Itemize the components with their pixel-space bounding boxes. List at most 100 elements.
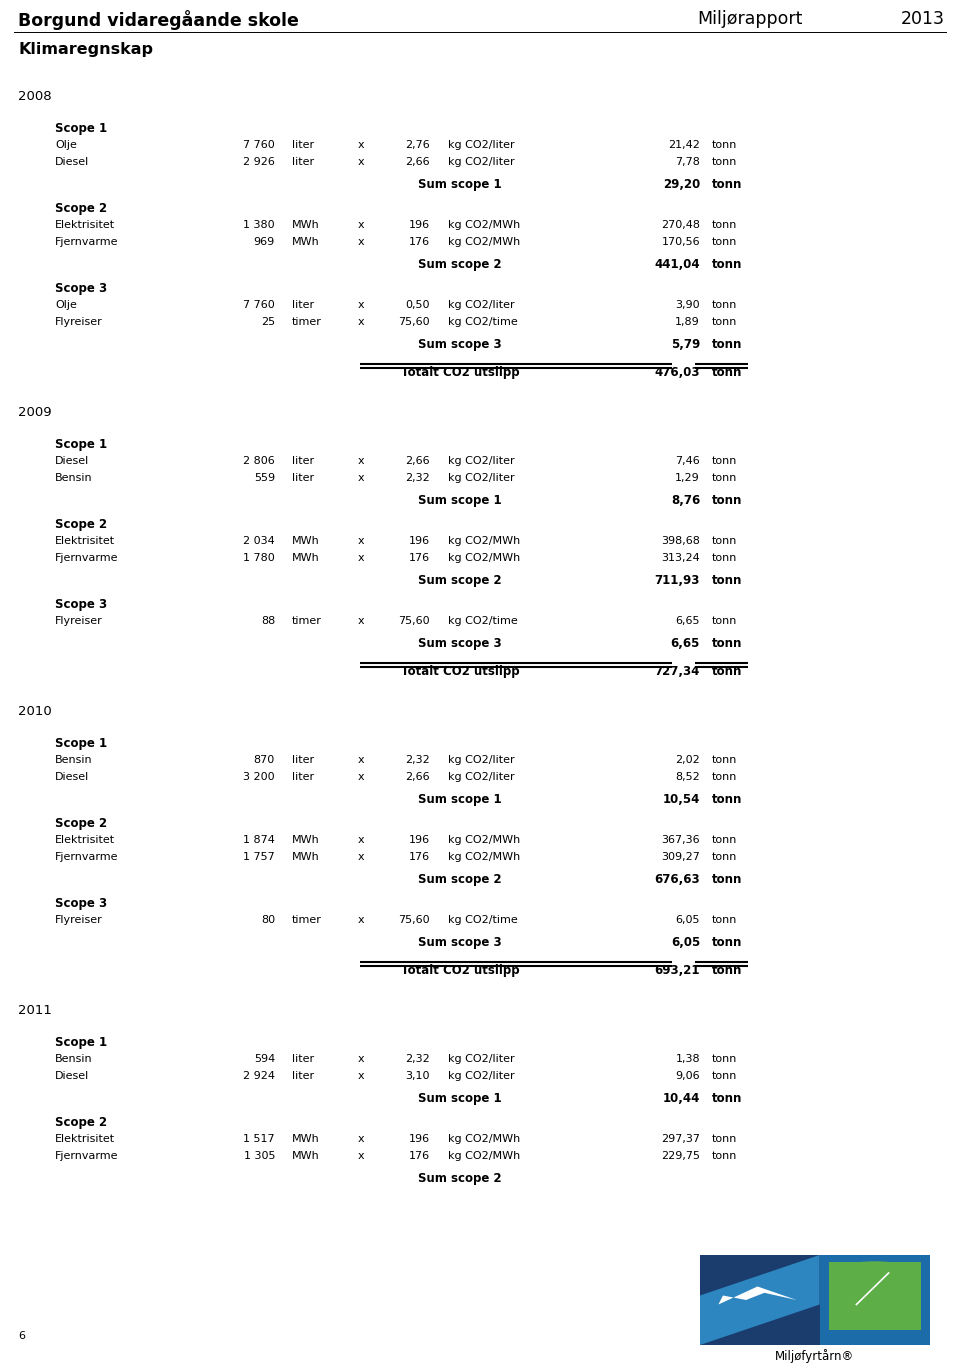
- Text: 1 305: 1 305: [244, 1152, 275, 1161]
- Text: 21,42: 21,42: [668, 140, 700, 149]
- Text: tonn: tonn: [712, 851, 737, 862]
- Text: Diesel: Diesel: [55, 457, 89, 466]
- Text: 2008: 2008: [18, 90, 52, 103]
- Text: liter: liter: [292, 473, 314, 483]
- Text: 170,56: 170,56: [661, 237, 700, 247]
- Text: 2009: 2009: [18, 406, 52, 420]
- Text: x: x: [358, 317, 365, 328]
- Text: timer: timer: [292, 317, 322, 328]
- Text: 2 806: 2 806: [243, 457, 275, 466]
- Text: 6,65: 6,65: [676, 616, 700, 627]
- Text: 3 200: 3 200: [244, 772, 275, 781]
- Text: x: x: [358, 473, 365, 483]
- Text: liter: liter: [292, 158, 314, 167]
- Text: 3,90: 3,90: [676, 300, 700, 310]
- Text: tonn: tonn: [712, 457, 737, 466]
- Text: kg CO2/liter: kg CO2/liter: [448, 772, 515, 781]
- Text: Sum scope 3: Sum scope 3: [419, 638, 502, 650]
- Text: Sum scope 3: Sum scope 3: [419, 339, 502, 351]
- Text: 693,21: 693,21: [655, 964, 700, 978]
- Text: tonn: tonn: [712, 237, 737, 247]
- Text: liter: liter: [292, 755, 314, 765]
- Text: liter: liter: [292, 1054, 314, 1064]
- Text: x: x: [358, 755, 365, 765]
- Text: Scope 1: Scope 1: [55, 738, 108, 750]
- Text: 1,38: 1,38: [676, 1054, 700, 1064]
- Text: 441,04: 441,04: [655, 258, 700, 271]
- Text: 2010: 2010: [18, 705, 52, 718]
- Text: kg CO2/liter: kg CO2/liter: [448, 158, 515, 167]
- Text: x: x: [358, 237, 365, 247]
- Text: x: x: [358, 553, 365, 563]
- Text: 367,36: 367,36: [661, 835, 700, 845]
- Text: 2 926: 2 926: [243, 158, 275, 167]
- Text: Scope 1: Scope 1: [55, 437, 108, 451]
- Bar: [700, 1254, 930, 1345]
- Text: kg CO2/MWh: kg CO2/MWh: [448, 1134, 520, 1143]
- Text: 2013: 2013: [901, 10, 945, 27]
- Text: 6: 6: [18, 1331, 25, 1341]
- Text: tonn: tonn: [712, 178, 742, 191]
- Text: Borgund vidaregåande skole: Borgund vidaregåande skole: [18, 10, 299, 30]
- Text: tonn: tonn: [712, 936, 742, 949]
- Text: 80: 80: [261, 914, 275, 925]
- Text: kg CO2/MWh: kg CO2/MWh: [448, 835, 520, 845]
- Text: 196: 196: [409, 1134, 430, 1143]
- Text: tonn: tonn: [712, 366, 742, 378]
- Text: Scope 1: Scope 1: [55, 122, 108, 134]
- Text: tonn: tonn: [712, 1134, 737, 1143]
- Text: tonn: tonn: [712, 258, 742, 271]
- Text: Elektrisitet: Elektrisitet: [55, 219, 115, 230]
- Text: tonn: tonn: [712, 339, 742, 351]
- Text: x: x: [358, 219, 365, 230]
- Text: 196: 196: [409, 536, 430, 546]
- Text: 2 924: 2 924: [243, 1071, 275, 1080]
- Text: 2,66: 2,66: [405, 457, 430, 466]
- Text: x: x: [358, 140, 365, 149]
- Text: 870: 870: [253, 755, 275, 765]
- Text: Flyreiser: Flyreiser: [55, 616, 103, 627]
- Text: 6,65: 6,65: [671, 638, 700, 650]
- Text: 2,32: 2,32: [405, 473, 430, 483]
- Text: x: x: [358, 1152, 365, 1161]
- Text: tonn: tonn: [712, 1091, 742, 1105]
- Text: 2011: 2011: [18, 1004, 52, 1017]
- Text: kg CO2/liter: kg CO2/liter: [448, 1071, 515, 1080]
- Text: kg CO2/time: kg CO2/time: [448, 616, 517, 627]
- Text: Fjernvarme: Fjernvarme: [55, 553, 118, 563]
- Text: Sum scope 1: Sum scope 1: [419, 178, 502, 191]
- Text: x: x: [358, 536, 365, 546]
- Text: MWh: MWh: [292, 553, 320, 563]
- Text: 75,60: 75,60: [398, 317, 430, 328]
- Text: 3,10: 3,10: [405, 1071, 430, 1080]
- Text: kg CO2/time: kg CO2/time: [448, 317, 517, 328]
- Text: 1,89: 1,89: [675, 317, 700, 328]
- Text: 6,05: 6,05: [671, 936, 700, 949]
- Text: x: x: [358, 914, 365, 925]
- Text: kg CO2/MWh: kg CO2/MWh: [448, 237, 520, 247]
- Text: 2,32: 2,32: [405, 755, 430, 765]
- Text: x: x: [358, 457, 365, 466]
- Text: 711,93: 711,93: [655, 574, 700, 587]
- Text: 29,20: 29,20: [662, 178, 700, 191]
- Text: tonn: tonn: [712, 317, 737, 328]
- Text: 229,75: 229,75: [661, 1152, 700, 1161]
- Text: timer: timer: [292, 616, 322, 627]
- Text: Sum scope 1: Sum scope 1: [419, 792, 502, 806]
- Text: Sum scope 1: Sum scope 1: [419, 1091, 502, 1105]
- Text: 398,68: 398,68: [661, 536, 700, 546]
- Text: tonn: tonn: [712, 665, 742, 679]
- Text: kg CO2/liter: kg CO2/liter: [448, 457, 515, 466]
- Text: Scope 2: Scope 2: [55, 1116, 108, 1128]
- Text: x: x: [358, 851, 365, 862]
- Text: Sum scope 2: Sum scope 2: [419, 574, 502, 587]
- Text: 2,76: 2,76: [405, 140, 430, 149]
- Text: kg CO2/MWh: kg CO2/MWh: [448, 1152, 520, 1161]
- Text: 6,05: 6,05: [676, 914, 700, 925]
- Ellipse shape: [828, 1261, 921, 1289]
- Text: Scope 3: Scope 3: [55, 282, 108, 295]
- Text: Scope 2: Scope 2: [55, 817, 108, 829]
- Text: 7,78: 7,78: [675, 158, 700, 167]
- Text: tonn: tonn: [712, 574, 742, 587]
- Text: Miljøfyrtårn®: Miljøfyrtårn®: [776, 1349, 854, 1363]
